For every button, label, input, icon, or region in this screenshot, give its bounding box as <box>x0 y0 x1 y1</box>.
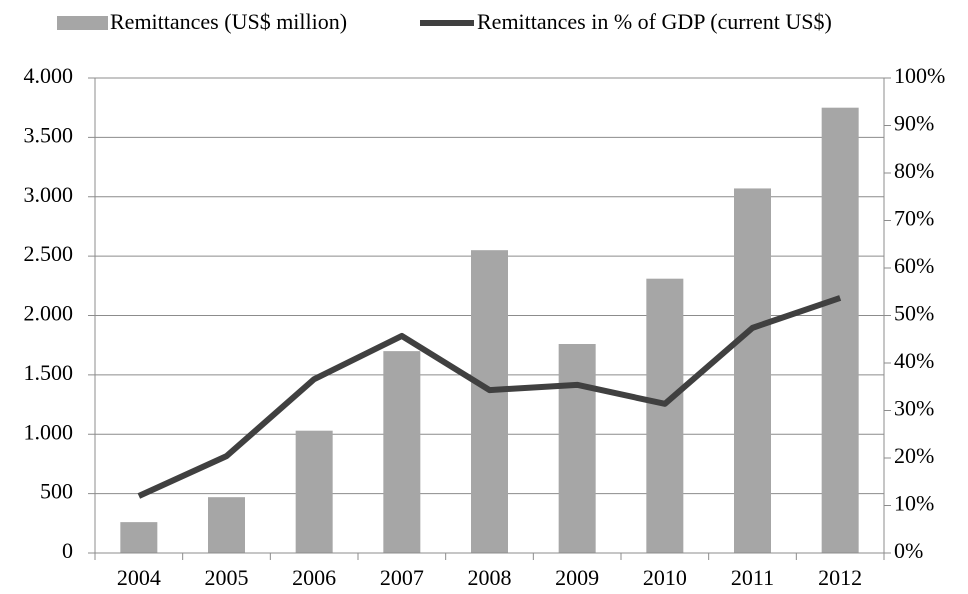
y-tick-label: 4.000 <box>24 63 74 88</box>
bar <box>383 351 421 553</box>
legend-label: Remittances (US$ million) <box>110 9 347 34</box>
y2-tick-label: 10% <box>894 491 934 516</box>
y-tick-label: 1.000 <box>24 419 74 444</box>
x-tick-label: 2008 <box>468 565 512 590</box>
y2-tick-label: 70% <box>894 206 934 231</box>
y2-tick-label: 80% <box>894 158 934 183</box>
y2-tick-label: 90% <box>894 111 934 136</box>
x-tick-label: 2005 <box>205 565 249 590</box>
bar <box>120 522 158 553</box>
y-tick-label: 3.000 <box>24 182 74 207</box>
y-tick-label: 3.500 <box>24 122 74 147</box>
bar <box>646 278 684 553</box>
bar <box>734 188 771 553</box>
y2-tick-label: 30% <box>894 396 934 421</box>
legend-swatch <box>57 16 108 30</box>
bar <box>295 430 333 553</box>
y-tick-label: 500 <box>40 479 73 504</box>
x-tick-label: 2004 <box>117 565 161 590</box>
x-tick-label: 2009 <box>555 565 599 590</box>
bar <box>821 107 859 553</box>
y2-tick-label: 20% <box>894 443 934 468</box>
y2-tick-label: 50% <box>894 301 934 326</box>
y2-tick-label: 60% <box>894 253 934 278</box>
x-tick-label: 2011 <box>731 565 774 590</box>
x-tick-label: 2010 <box>643 565 687 590</box>
y-tick-label: 0 <box>62 538 73 563</box>
y-tick-label: 2.000 <box>24 301 74 326</box>
x-tick-label: 2006 <box>292 565 336 590</box>
y-tick-label: 2.500 <box>24 241 74 266</box>
bar <box>208 497 245 553</box>
legend-label: Remittances in % of GDP (current US$) <box>477 9 832 34</box>
y-tick-label: 1.500 <box>24 360 74 385</box>
x-tick-label: 2012 <box>818 565 862 590</box>
line <box>137 295 842 499</box>
x-tick-label: 2007 <box>380 565 424 590</box>
y2-tick-label: 40% <box>894 348 934 373</box>
bar <box>471 250 508 553</box>
bar <box>558 344 596 553</box>
y2-tick-label: 100% <box>894 63 945 88</box>
y2-tick-label: 0% <box>894 538 923 563</box>
